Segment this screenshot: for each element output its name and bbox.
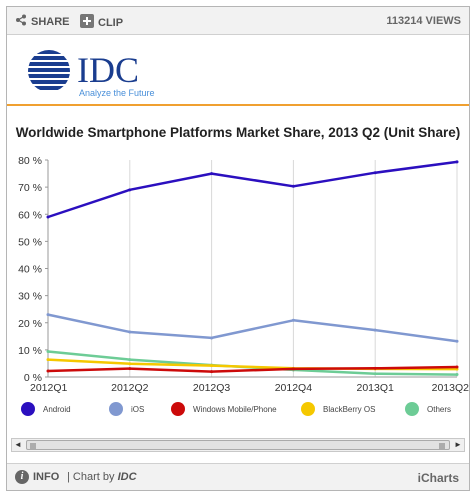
data-point-windows-mobile-phone <box>46 369 50 373</box>
chart-credit-brand: IDC <box>117 471 137 483</box>
clip-button[interactable]: CLIP <box>80 14 123 31</box>
data-point-windows-mobile-phone <box>128 367 132 371</box>
y-tick-label: 70 % <box>18 182 42 194</box>
x-tick-label: 2012Q2 <box>111 382 149 394</box>
y-tick-label: 10 % <box>18 345 42 357</box>
data-point-android <box>455 160 459 164</box>
range-scrollbar[interactable]: ◄ ► <box>11 438 465 452</box>
data-point-windows-mobile-phone <box>373 366 377 370</box>
accent-divider <box>7 104 469 106</box>
data-point-ios <box>128 330 132 334</box>
footer-bar: i INFO | Chart by IDC iCharts <box>7 463 469 490</box>
logo-tagline: Analyze the Future <box>79 88 155 98</box>
clip-label: CLIP <box>98 16 124 29</box>
scroll-left-arrow-icon[interactable]: ◄ <box>14 440 22 449</box>
data-point-android <box>210 172 214 176</box>
chart-title: Worldwide Smartphone Platforms Market Sh… <box>15 125 461 140</box>
data-point-ios <box>46 313 50 317</box>
logo-wordmark: IDC <box>77 50 139 90</box>
data-point-ios <box>210 336 214 340</box>
x-tick-label: 2013Q1 <box>357 382 395 394</box>
data-point-windows-mobile-phone <box>291 367 295 371</box>
legend-item[interactable]: iOS <box>109 402 144 416</box>
scroll-thumb[interactable] <box>26 440 450 450</box>
data-point-ios <box>455 339 459 343</box>
legend-swatch <box>405 402 419 416</box>
info-icon: i <box>15 470 29 484</box>
data-point-blackberry-os <box>46 358 50 362</box>
data-point-windows-mobile-phone <box>455 365 459 369</box>
data-point-blackberry-os <box>128 362 132 366</box>
data-point-others <box>373 372 377 376</box>
share-button[interactable]: SHARE <box>15 14 70 29</box>
data-point-android <box>291 184 295 188</box>
scroll-right-arrow-icon[interactable]: ► <box>454 440 462 449</box>
x-tick-label: 2012Q3 <box>193 382 231 394</box>
views-count: 113214 VIEWS <box>386 15 461 27</box>
chart-credit: | Chart by IDC <box>67 471 137 483</box>
legend-label: Android <box>43 404 71 414</box>
x-tick-label: 2012Q1 <box>30 382 68 394</box>
data-point-others <box>46 350 50 354</box>
y-tick-label: 20 % <box>18 318 42 330</box>
series-line-android <box>47 160 458 219</box>
x-tick-label: 2013Q2 <box>432 382 469 394</box>
legend-item[interactable]: Others <box>405 402 451 416</box>
data-point-blackberry-os <box>455 367 459 371</box>
toolbar: SHARE CLIP 113214 VIEWS <box>7 7 469 35</box>
data-point-android <box>373 171 377 175</box>
legend-swatch <box>171 402 185 416</box>
data-point-android <box>46 215 50 219</box>
data-point-others <box>128 358 132 362</box>
share-icon <box>15 14 27 29</box>
share-label: SHARE <box>31 15 70 28</box>
legend-swatch <box>109 402 123 416</box>
line-chart: 80 %70 %60 %50 %40 %30 %20 %10 %0 %2012Q… <box>18 155 469 394</box>
legend-swatch <box>21 402 35 416</box>
legend-label: iOS <box>131 404 145 414</box>
idc-logo: IDC Analyze the Future <box>28 50 155 98</box>
logo-banner: IDC Analyze the Future <box>7 36 469 104</box>
data-point-ios <box>291 318 295 322</box>
legend-swatch <box>301 402 315 416</box>
y-tick-label: 0 % <box>24 372 42 384</box>
data-point-ios <box>373 328 377 332</box>
data-point-blackberry-os <box>210 364 214 368</box>
y-tick-label: 60 % <box>18 209 42 221</box>
y-tick-label: 40 % <box>18 264 42 276</box>
chart-widget: SHARE CLIP 113214 VIEWS IDC <box>6 6 470 491</box>
legend-label: Windows Mobile/Phone <box>193 404 277 414</box>
chart-credit-prefix: | Chart by <box>67 471 115 483</box>
series-line-windows-mobile-phone <box>47 365 458 373</box>
y-tick-label: 80 % <box>18 155 42 167</box>
data-point-android <box>128 188 132 192</box>
data-point-others <box>455 373 459 377</box>
y-tick-label: 30 % <box>18 291 42 303</box>
legend-item[interactable]: Android <box>21 402 71 416</box>
data-point-windows-mobile-phone <box>210 370 214 374</box>
info-label: INFO <box>33 471 60 483</box>
x-tick-label: 2012Q4 <box>275 382 313 394</box>
info-button[interactable]: i INFO <box>15 470 59 484</box>
legend-item[interactable]: Windows Mobile/Phone <box>171 402 277 416</box>
plus-icon <box>80 14 94 31</box>
icharts-link[interactable]: iCharts <box>417 471 459 485</box>
legend-label: Others <box>427 404 452 414</box>
legend-item[interactable]: BlackBerry OS <box>301 402 375 416</box>
series-line-ios <box>47 313 458 343</box>
y-tick-label: 50 % <box>18 236 42 248</box>
legend-label: BlackBerry OS <box>323 404 376 414</box>
chart-legend: Android iOS Windows Mobile/Phone BlackBerry… <box>21 402 461 422</box>
